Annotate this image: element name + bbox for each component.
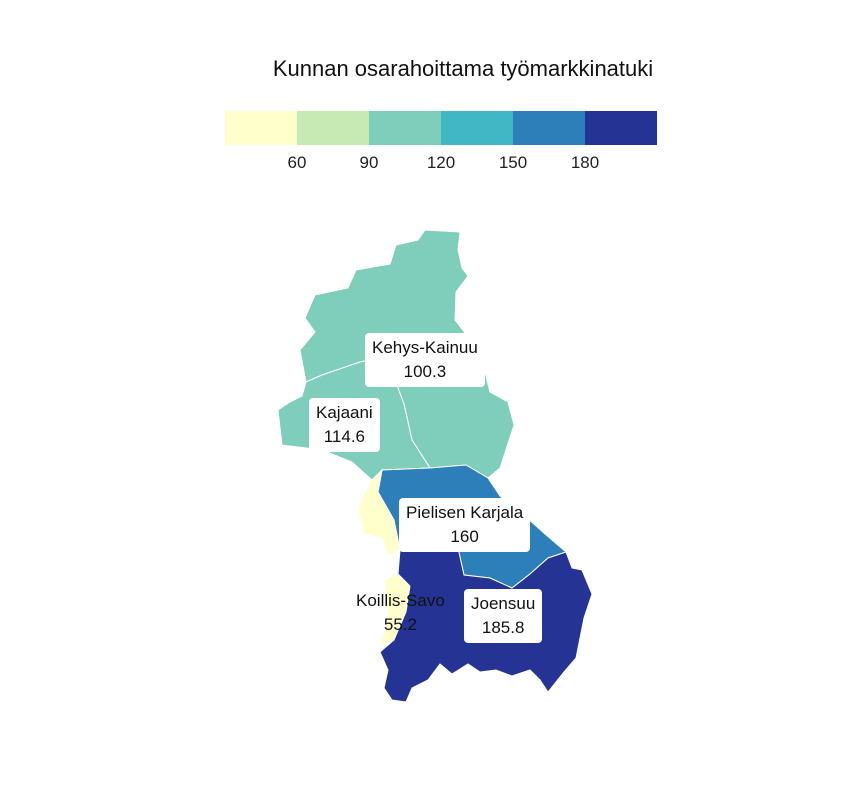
legend-tick: 120	[426, 153, 456, 172]
region-label-value: 114.6	[323, 427, 365, 446]
region-label-value: 100.3	[403, 362, 447, 381]
legend-swatch-2	[297, 111, 369, 145]
legend-swatch-5	[513, 111, 585, 145]
legend-swatch-3	[369, 111, 441, 145]
region-label-joensuu: Joensuu 185.8	[464, 589, 543, 643]
region-label-pielisen-karjala: Pielisen Karjala 160	[399, 498, 531, 552]
legend-swatch-4	[441, 111, 513, 145]
legend-tick: 150	[498, 153, 528, 172]
region-label-name: Koillis-Savo	[356, 591, 445, 610]
legend-swatch-6	[585, 111, 657, 145]
region-label-koillis-savo: Koillis-Savo 55.2	[349, 586, 452, 640]
region-label-name: Kajaani	[316, 403, 373, 422]
legend-tick: 60	[287, 153, 307, 172]
region-label-name: Kehys-Kainuu	[372, 338, 478, 357]
legend-ticks: 60 90 120 150 180	[225, 153, 657, 175]
region-label-name: Joensuu	[471, 594, 536, 613]
region-label-value: 185.8	[481, 618, 525, 637]
region-label-kehys-kainuu: Kehys-Kainuu 100.3	[365, 333, 485, 387]
region-label-value: 160	[450, 527, 479, 546]
region-label-value: 55.2	[383, 615, 417, 634]
color-legend	[225, 111, 657, 145]
region-label-kajaani: Kajaani 114.6	[309, 398, 380, 452]
legend-title: Kunnan osarahoittama työmarkkinatuki	[272, 56, 654, 81]
legend-tick: 180	[570, 153, 600, 172]
legend-tick: 90	[359, 153, 379, 172]
region-label-name: Pielisen Karjala	[406, 503, 524, 522]
legend-swatch-1	[225, 111, 297, 145]
